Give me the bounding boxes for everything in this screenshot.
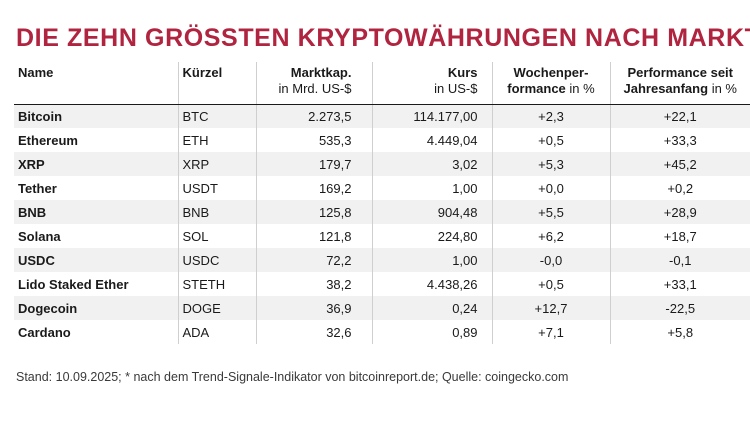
header-marketcap: Marktkap. in Mrd. US-$ — [255, 62, 372, 105]
cell-symbol: ETH — [177, 128, 256, 152]
cell-week: +0,5 — [491, 128, 610, 152]
cell-marketcap: 72,2 — [255, 248, 372, 272]
cell-name: Cardano — [14, 320, 178, 344]
cell-name: Ethereum — [14, 128, 178, 152]
cell-marketcap: 121,8 — [255, 224, 372, 248]
cell-name: USDC — [14, 248, 178, 272]
cell-name: Bitcoin — [14, 104, 178, 128]
table-row: Bitcoin BTC 2.273,5 114.177,00 +2,3 +22,1 — [14, 104, 750, 128]
cell-week: +7,1 — [491, 320, 610, 344]
cell-week: +0,0 — [491, 176, 610, 200]
table-row: USDC USDC 72,2 1,00 -0,0 -0,1 — [14, 248, 750, 272]
chart-title: DIE ZEHN GRÖSSTEN KRYPTOWÄHRUNGEN NACH M… — [16, 24, 750, 52]
cell-marketcap: 2.273,5 — [255, 104, 372, 128]
cell-ytd: +33,3 — [609, 128, 750, 152]
cell-price: 1,00 — [371, 176, 492, 200]
cell-marketcap: 38,2 — [255, 272, 372, 296]
cell-name: Solana — [14, 224, 178, 248]
cell-symbol: DOGE — [177, 296, 256, 320]
cell-ytd: -0,1 — [609, 248, 750, 272]
cell-price: 1,00 — [371, 248, 492, 272]
cell-symbol: XRP — [177, 152, 256, 176]
table-header: Name Kürzel Marktkap. in Mrd. US-$ Kurs … — [14, 62, 750, 105]
cell-ytd: +5,8 — [609, 320, 750, 344]
cell-ytd: +45,2 — [609, 152, 750, 176]
table-row: Tether USDT 169,2 1,00 +0,0 +0,2 — [14, 176, 750, 200]
cell-symbol: USDT — [177, 176, 256, 200]
cell-price: 0,89 — [371, 320, 492, 344]
cell-week: +2,3 — [491, 104, 610, 128]
table-row: Dogecoin DOGE 36,9 0,24 +12,7 -22,5 — [14, 296, 750, 320]
table-row: Ethereum ETH 535,3 4.449,04 +0,5 +33,3 — [14, 128, 750, 152]
cell-ytd: +0,2 — [609, 176, 750, 200]
table-row: BNB BNB 125,8 904,48 +5,5 +28,9 — [14, 200, 750, 224]
header-ytd-performance: Performance seit Jahresanfang in % — [609, 62, 750, 105]
crypto-table: Name Kürzel Marktkap. in Mrd. US-$ Kurs … — [14, 62, 750, 344]
footnote: Stand: 10.09.2025; * nach dem Trend-Sign… — [16, 370, 569, 384]
cell-marketcap: 535,3 — [255, 128, 372, 152]
cell-symbol: BTC — [177, 104, 256, 128]
cell-price: 224,80 — [371, 224, 492, 248]
cell-symbol: USDC — [177, 248, 256, 272]
cell-week: +0,5 — [491, 272, 610, 296]
cell-price: 4.438,26 — [371, 272, 492, 296]
header-week-performance: Wochenper- formance in % — [491, 62, 610, 105]
table-row: Solana SOL 121,8 224,80 +6,2 +18,7 — [14, 224, 750, 248]
header-symbol: Kürzel — [177, 62, 256, 105]
table-body: Bitcoin BTC 2.273,5 114.177,00 +2,3 +22,1 Ethe… — [14, 104, 750, 344]
cell-name: XRP — [14, 152, 178, 176]
cell-ytd: +22,1 — [609, 104, 750, 128]
cell-week: +6,2 — [491, 224, 610, 248]
cell-marketcap: 32,6 — [255, 320, 372, 344]
cell-name: Dogecoin — [14, 296, 178, 320]
header-price: Kurs in US-$ — [371, 62, 492, 105]
cell-name: Tether — [14, 176, 178, 200]
cell-symbol: BNB — [177, 200, 256, 224]
cell-week: +5,5 — [491, 200, 610, 224]
table-row: Lido Staked Ether STETH 38,2 4.438,26 +0,5 +3… — [14, 272, 750, 296]
cell-price: 3,02 — [371, 152, 492, 176]
cell-price: 904,48 — [371, 200, 492, 224]
cell-price: 114.177,00 — [371, 104, 492, 128]
cell-ytd: +33,1 — [609, 272, 750, 296]
cell-symbol: SOL — [177, 224, 256, 248]
cell-marketcap: 125,8 — [255, 200, 372, 224]
cell-marketcap: 179,7 — [255, 152, 372, 176]
cell-price: 0,24 — [371, 296, 492, 320]
cell-week: -0,0 — [491, 248, 610, 272]
cell-name: BNB — [14, 200, 178, 224]
cell-ytd: +18,7 — [609, 224, 750, 248]
header-name: Name — [14, 62, 178, 105]
cell-marketcap: 36,9 — [255, 296, 372, 320]
cell-week: +5,3 — [491, 152, 610, 176]
cell-ytd: +28,9 — [609, 200, 750, 224]
cell-name: Lido Staked Ether — [14, 272, 178, 296]
table-row: Cardano ADA 32,6 0,89 +7,1 +5,8 — [14, 320, 750, 344]
cell-symbol: ADA — [177, 320, 256, 344]
cell-marketcap: 169,2 — [255, 176, 372, 200]
cell-symbol: STETH — [177, 272, 256, 296]
cell-ytd: -22,5 — [609, 296, 750, 320]
cell-price: 4.449,04 — [371, 128, 492, 152]
table-row: XRP XRP 179,7 3,02 +5,3 +45,2 — [14, 152, 750, 176]
cell-week: +12,7 — [491, 296, 610, 320]
